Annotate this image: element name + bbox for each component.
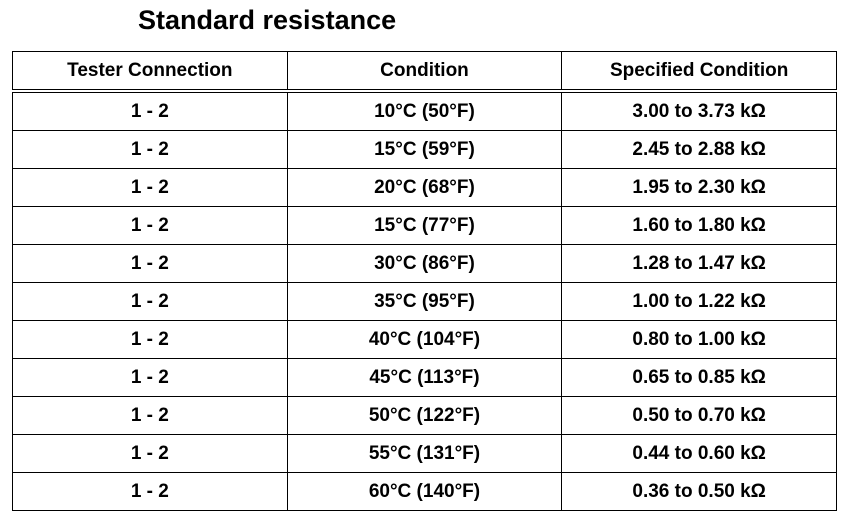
table-cell: 1 - 2: [12, 244, 288, 283]
table-row: 1 - 2 15°C (77°F) 1.60 to 1.80 kΩ: [12, 206, 837, 245]
table-header: Tester Connection Condition Specified Cond…: [12, 51, 837, 92]
table-cell: 1 - 2: [12, 434, 288, 473]
table-cell: 0.50 to 0.70 kΩ: [561, 396, 837, 435]
table-row: 1 - 2 30°C (86°F) 1.28 to 1.47 kΩ: [12, 244, 837, 283]
table-row: 1 - 2 40°C (104°F) 0.80 to 1.00 kΩ: [12, 320, 837, 359]
table-cell: 40°C (104°F): [286, 320, 563, 359]
table-cell: 1 - 2: [12, 358, 288, 397]
table-cell: 10°C (50°F): [286, 90, 563, 131]
title: Standard resistance: [138, 5, 397, 35]
table-cell: 1.95 to 2.30 kΩ: [561, 168, 837, 207]
table-cell: 1.60 to 1.80 kΩ: [561, 206, 837, 245]
table-cell: 20°C (68°F): [286, 168, 563, 207]
table-cell: 1 - 2: [12, 168, 288, 207]
table-cell: 35°C (95°F): [286, 282, 563, 321]
table-cell: 50°C (122°F): [286, 396, 563, 435]
table-cell: 2.45 to 2.88 kΩ: [561, 130, 837, 169]
table-cell: 1 - 2: [12, 320, 288, 359]
table-cell: 60°C (140°F): [286, 472, 563, 511]
table-cell: 1 - 2: [12, 130, 288, 169]
table-body: 1 - 2 10°C (50°F) 3.00 to 3.73 kΩ 1 - 2 15°C…: [12, 90, 837, 511]
resistance-table: Tester Connection Condition Specified Cond…: [12, 51, 837, 511]
table-cell: 1.00 to 1.22 kΩ: [561, 282, 837, 321]
table-cell: 55°C (131°F): [286, 434, 563, 473]
table-cell: 1 - 2: [12, 90, 288, 131]
table-row: 1 - 2 35°C (95°F) 1.00 to 1.22 kΩ: [12, 282, 837, 321]
table-cell: 1 - 2: [12, 282, 288, 321]
table-row: 1 - 2 15°C (59°F) 2.45 to 2.88 kΩ: [12, 130, 837, 169]
table-row: 1 - 2 20°C (68°F) 1.95 to 2.30 kΩ: [12, 168, 837, 207]
table-cell: 1.28 to 1.47 kΩ: [561, 244, 837, 283]
header-row: Tester Connection Condition Specified Cond…: [12, 51, 837, 92]
table-cell: 15°C (77°F): [286, 206, 563, 245]
table-row: 1 - 2 45°C (113°F) 0.65 to 0.85 kΩ: [12, 358, 837, 397]
table-cell: 0.36 to 0.50 kΩ: [561, 472, 837, 511]
table-cell: 0.80 to 1.00 kΩ: [561, 320, 837, 359]
table-cell: 3.00 to 3.73 kΩ: [561, 90, 837, 131]
table-cell: 1 - 2: [12, 472, 288, 511]
table-row: 1 - 2 50°C (122°F) 0.50 to 0.70 kΩ: [12, 396, 837, 435]
table-row: 1 - 2 55°C (131°F) 0.44 to 0.60 kΩ: [12, 434, 837, 473]
table-row: 1 - 2 10°C (50°F) 3.00 to 3.73 kΩ: [12, 90, 837, 131]
header-cell: Tester Connection: [12, 51, 288, 92]
table-cell: 0.44 to 0.60 kΩ: [561, 434, 837, 473]
table-cell: 1 - 2: [12, 396, 288, 435]
table-cell: 45°C (113°F): [286, 358, 563, 397]
table-cell: 15°C (59°F): [286, 130, 563, 169]
table-cell: 0.65 to 0.85 kΩ: [561, 358, 837, 397]
header-cell: Specified Condition: [561, 51, 837, 92]
table-row: 1 - 2 60°C (140°F) 0.36 to 0.50 kΩ: [12, 472, 837, 511]
table-cell: 30°C (86°F): [286, 244, 563, 283]
table-cell: 1 - 2: [12, 206, 288, 245]
header-cell: Condition: [286, 51, 563, 92]
